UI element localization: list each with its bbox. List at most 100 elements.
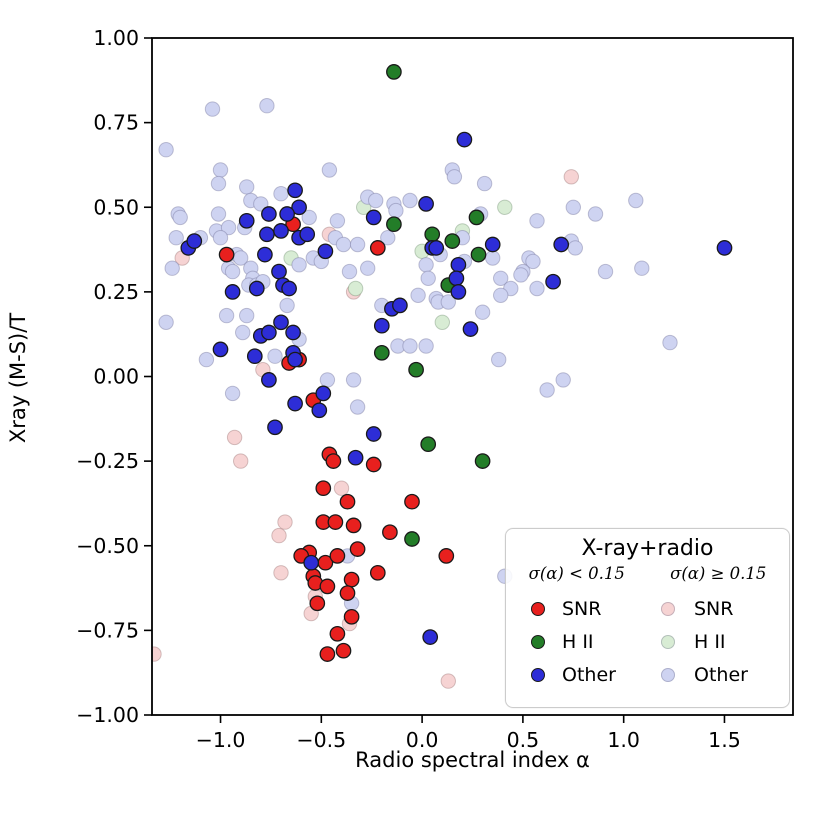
scatter-point [493,270,509,286]
x-tick-label: −0.5 [296,728,346,752]
legend: X-ray+radio σ(α) < 0.15 σ(α) ≥ 0.15 SNR … [505,528,790,708]
other-faded-marker-icon [661,667,675,682]
legend-label: Other [562,663,616,686]
scatter-point [261,206,277,222]
scatter-point [587,206,604,222]
x-axis-label: Radio spectral index α [355,748,590,772]
scatter-point [168,230,184,246]
scatter-point [246,348,263,365]
scatter-point [327,514,344,530]
scatter-point [273,565,289,581]
scatter-point [164,260,180,276]
scatter-point [440,294,456,310]
legend-entry-hii-faded: H II [688,625,789,658]
y-tick-label: −0.50 [76,534,139,558]
scatter-point [335,642,352,659]
scatter-point [628,192,644,209]
scatter-point [491,351,507,368]
legend-label: H II [694,630,726,653]
scatter-point [513,267,529,283]
legend-label: Other [694,663,748,686]
scatter-point [420,436,437,453]
scatter-point [565,199,581,216]
scatter-point [224,385,241,402]
scatter-point [152,646,162,662]
scatter-point [259,226,275,243]
scatter-point [315,385,332,402]
scatter-point [218,246,235,263]
y-tick-label: 0.50 [93,195,139,219]
scatter-point [444,233,461,249]
scatter-point [287,351,303,368]
scatter-point [555,372,571,388]
legend-marker-hii-faded [648,625,688,658]
scatter-point [329,548,346,564]
scatter-point [287,182,303,199]
legend-marker-other-solid [520,658,556,691]
scatter-point [210,175,227,192]
scatter-point [369,240,386,256]
scatter-point [235,324,251,341]
scatter-point [434,314,450,330]
scatter-point [261,324,277,341]
scatter-point [273,314,289,331]
scatter-point [238,212,255,229]
scatter-point [271,263,287,280]
scatter-point [422,629,439,645]
y-tick-label: −1.00 [76,703,139,727]
scatter-point [212,341,229,358]
scatter-point [343,608,360,625]
scatter-point [267,419,283,436]
scatter-point [309,595,326,612]
scatter-point [271,527,287,544]
scatter-point [373,317,390,334]
scatter-point [186,233,203,249]
scatter-point [212,230,229,246]
scatter-point [212,162,229,178]
scatter-point [345,517,362,534]
y-axis-label: Xray (M-S)/T [6,312,30,444]
legend-marker-hii-solid [520,625,556,658]
legend-entry-hii-solid: H II [556,625,648,658]
scatter-points [152,64,733,689]
other-solid-marker-icon [531,667,545,682]
scatter-point [408,361,424,378]
scatter-point [440,673,456,689]
scatter-point [462,321,479,337]
y-tick-label: 0.25 [93,280,139,304]
scatter-point [301,209,317,226]
scatter-point [315,480,332,497]
scatter-point [220,219,237,236]
scatter-point [424,226,441,243]
legend-header-low-sigma: σ(α) < 0.15 [528,564,625,583]
scatter-point [380,230,396,246]
scatter-point [319,646,336,662]
scatter-point [299,226,316,243]
scatter-point [484,236,501,253]
scatter-point [662,334,678,351]
scatter-point [438,548,455,564]
scatter-point [279,206,295,222]
scatter-point [339,493,356,510]
y-tick-label: 0.00 [93,365,139,389]
scatter-point [418,196,434,212]
scatter-point [259,98,275,114]
scatter-point [317,243,334,260]
scatter-point [349,541,366,557]
scatter-point [319,578,336,595]
scatter-point [493,287,509,303]
legend-entry-snr-faded: SNR [688,592,789,625]
legend-marker-other-faded [648,658,688,691]
scatter-point [369,564,386,581]
scatter-point [597,263,614,280]
scatter-point [349,399,366,415]
scatter-point [529,280,545,297]
scatter-point [158,314,174,330]
hii-faded-marker-icon [661,634,675,649]
scatter-point [420,270,436,286]
scatter-point [349,236,366,253]
scatter-point [261,372,277,388]
scatter-point [529,213,545,229]
y-tick-label: 0.75 [93,111,139,135]
scatter-point [545,273,561,290]
